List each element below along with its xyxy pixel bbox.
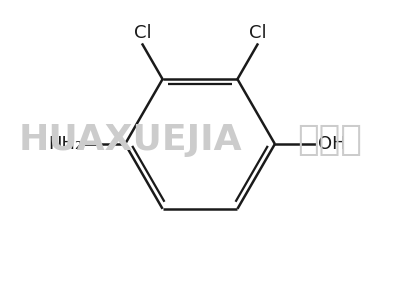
Text: Cl: Cl <box>249 24 266 41</box>
Text: HUAXUEJIA: HUAXUEJIA <box>18 123 242 157</box>
Text: Cl: Cl <box>134 24 151 41</box>
Text: OH: OH <box>318 135 346 153</box>
Text: 化学加: 化学加 <box>298 123 362 157</box>
Text: NH₂: NH₂ <box>48 135 82 153</box>
